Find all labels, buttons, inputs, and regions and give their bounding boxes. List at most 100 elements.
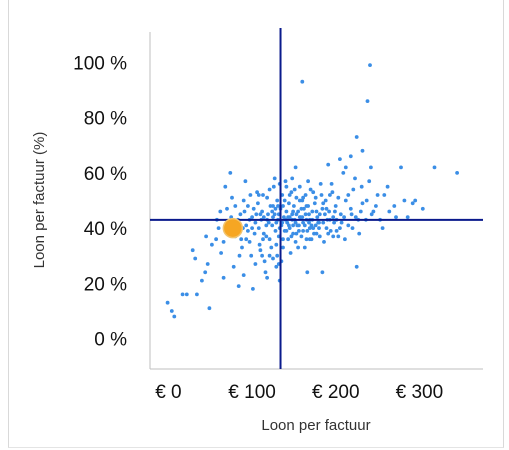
y-tick-label: 100 % <box>73 53 127 74</box>
data-point <box>261 231 266 236</box>
y-tick-label: 40 % <box>84 219 127 240</box>
data-point <box>256 201 260 206</box>
data-point <box>237 253 242 258</box>
data-point <box>291 223 295 228</box>
data-point <box>360 201 365 206</box>
y-tick-label: 60 % <box>84 164 127 185</box>
data-point <box>276 204 280 208</box>
data-point <box>300 215 305 220</box>
y-tick-label: 20 % <box>84 274 127 295</box>
data-point <box>332 220 336 225</box>
data-point <box>290 176 295 181</box>
y-tick-label: 0 % <box>94 330 127 351</box>
data-point <box>312 201 317 206</box>
data-point <box>195 292 199 297</box>
data-point <box>353 215 358 220</box>
data-point <box>313 195 318 200</box>
data-point <box>266 220 271 225</box>
data-point <box>303 193 308 197</box>
data-point <box>293 240 298 244</box>
data-point <box>241 198 246 203</box>
data-point <box>357 231 362 236</box>
data-point <box>271 215 275 220</box>
data-point <box>265 195 269 200</box>
data-point <box>338 157 342 162</box>
data-point <box>255 190 259 195</box>
data-point <box>323 198 328 203</box>
data-point <box>380 226 385 231</box>
data-point <box>262 259 267 264</box>
data-point <box>253 262 258 266</box>
data-point <box>374 204 378 208</box>
data-point <box>180 292 185 297</box>
data-point <box>291 231 295 236</box>
data-point <box>334 229 339 233</box>
data-point <box>287 193 292 197</box>
data-point <box>323 212 327 217</box>
data-point <box>258 212 263 217</box>
data-point <box>270 223 275 228</box>
data-point <box>305 229 310 233</box>
data-point <box>339 220 344 225</box>
data-point <box>455 171 459 175</box>
data-point <box>375 193 380 197</box>
data-point <box>306 179 310 184</box>
data-point <box>284 184 289 189</box>
data-point <box>261 193 265 197</box>
chart-frame <box>8 0 504 448</box>
data-point <box>275 198 280 203</box>
data-point <box>321 220 326 225</box>
data-point <box>236 284 241 288</box>
data-point <box>305 270 310 275</box>
data-point <box>258 248 263 253</box>
data-point <box>261 215 266 220</box>
data-point <box>353 176 357 181</box>
data-point <box>317 226 321 231</box>
data-point <box>284 209 289 214</box>
data-point <box>346 223 351 228</box>
data-point <box>331 215 336 220</box>
data-point <box>348 206 353 211</box>
data-point <box>289 234 294 239</box>
data-point <box>350 226 355 231</box>
data-point <box>309 237 314 242</box>
data-point <box>309 223 314 228</box>
points-layer <box>165 63 459 319</box>
data-point <box>287 215 292 220</box>
data-point <box>314 209 319 214</box>
data-point <box>221 275 226 280</box>
data-point <box>172 314 177 319</box>
data-point <box>265 275 269 280</box>
data-point <box>346 193 351 197</box>
data-point <box>299 234 304 239</box>
data-point <box>420 206 425 211</box>
data-point <box>343 237 347 242</box>
data-point <box>330 190 335 195</box>
data-point <box>294 212 299 217</box>
data-point <box>310 209 315 214</box>
data-point <box>324 226 329 231</box>
data-point <box>399 165 403 170</box>
x-tick-labels: € 0 € 100 € 200 € 300 <box>155 382 443 403</box>
data-point <box>317 234 322 239</box>
data-point <box>299 206 304 211</box>
data-point <box>283 179 288 184</box>
data-point <box>271 204 275 208</box>
x-tick-label: € 100 <box>228 382 276 403</box>
data-point <box>287 201 291 206</box>
data-point <box>216 226 221 231</box>
data-point <box>250 215 255 220</box>
data-point <box>288 251 293 255</box>
data-point <box>302 245 307 250</box>
data-point <box>297 184 302 189</box>
data-point <box>254 212 259 217</box>
data-point <box>246 229 250 233</box>
data-point <box>367 179 372 184</box>
data-point <box>193 256 198 261</box>
data-point <box>351 187 356 192</box>
data-point <box>251 287 255 291</box>
data-point <box>296 209 300 214</box>
data-point <box>230 195 234 200</box>
data-point <box>328 193 332 197</box>
data-point <box>285 220 290 225</box>
